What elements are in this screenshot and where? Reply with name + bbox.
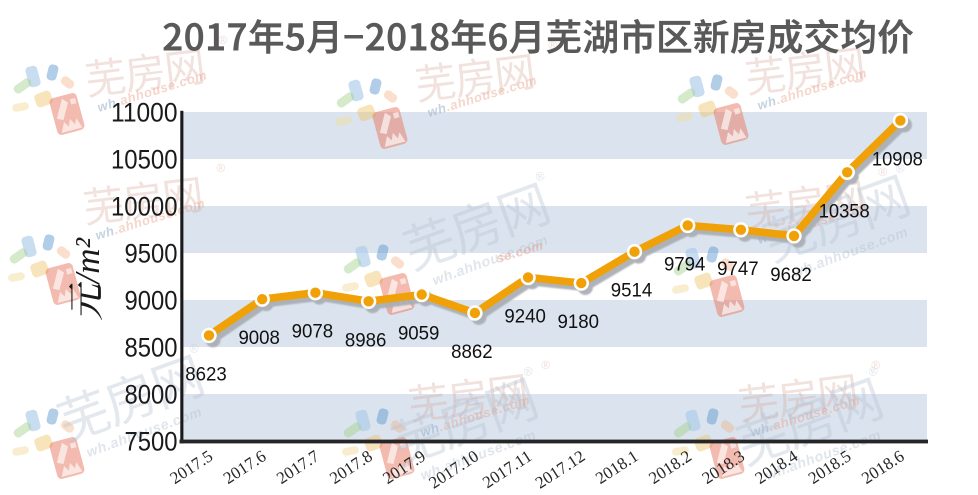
svg-text:®: ® bbox=[877, 165, 888, 180]
svg-text:9059: 9059 bbox=[398, 323, 440, 345]
svg-text:10500: 10500 bbox=[111, 145, 178, 175]
svg-text:9747: 9747 bbox=[717, 258, 759, 280]
svg-text:9682: 9682 bbox=[770, 264, 812, 286]
svg-text:8500: 8500 bbox=[125, 333, 178, 363]
svg-text:10908: 10908 bbox=[872, 149, 923, 171]
svg-text:9240: 9240 bbox=[504, 305, 546, 327]
svg-text:9500: 9500 bbox=[125, 239, 178, 269]
svg-text:9000: 9000 bbox=[125, 286, 178, 316]
svg-text:11000: 11000 bbox=[111, 98, 178, 128]
svg-text:9514: 9514 bbox=[611, 280, 653, 302]
svg-text:9180: 9180 bbox=[558, 311, 600, 333]
svg-text:/m²: /m² bbox=[68, 238, 107, 286]
svg-text:7500: 7500 bbox=[125, 427, 178, 457]
svg-text:9008: 9008 bbox=[238, 327, 280, 349]
svg-text:®: ® bbox=[217, 33, 228, 48]
svg-text:10000: 10000 bbox=[111, 192, 178, 222]
svg-text:9794: 9794 bbox=[664, 253, 706, 275]
svg-text:®: ® bbox=[547, 38, 558, 53]
svg-text:8623: 8623 bbox=[185, 363, 227, 385]
svg-text:®: ® bbox=[870, 358, 881, 373]
svg-text:8862: 8862 bbox=[451, 341, 493, 363]
svg-text:9078: 9078 bbox=[292, 321, 334, 343]
svg-text:®: ® bbox=[215, 161, 226, 176]
svg-text:®: ® bbox=[540, 358, 551, 373]
svg-text:8000: 8000 bbox=[125, 380, 178, 410]
svg-text:8986: 8986 bbox=[345, 329, 387, 351]
svg-text:10358: 10358 bbox=[819, 200, 870, 222]
